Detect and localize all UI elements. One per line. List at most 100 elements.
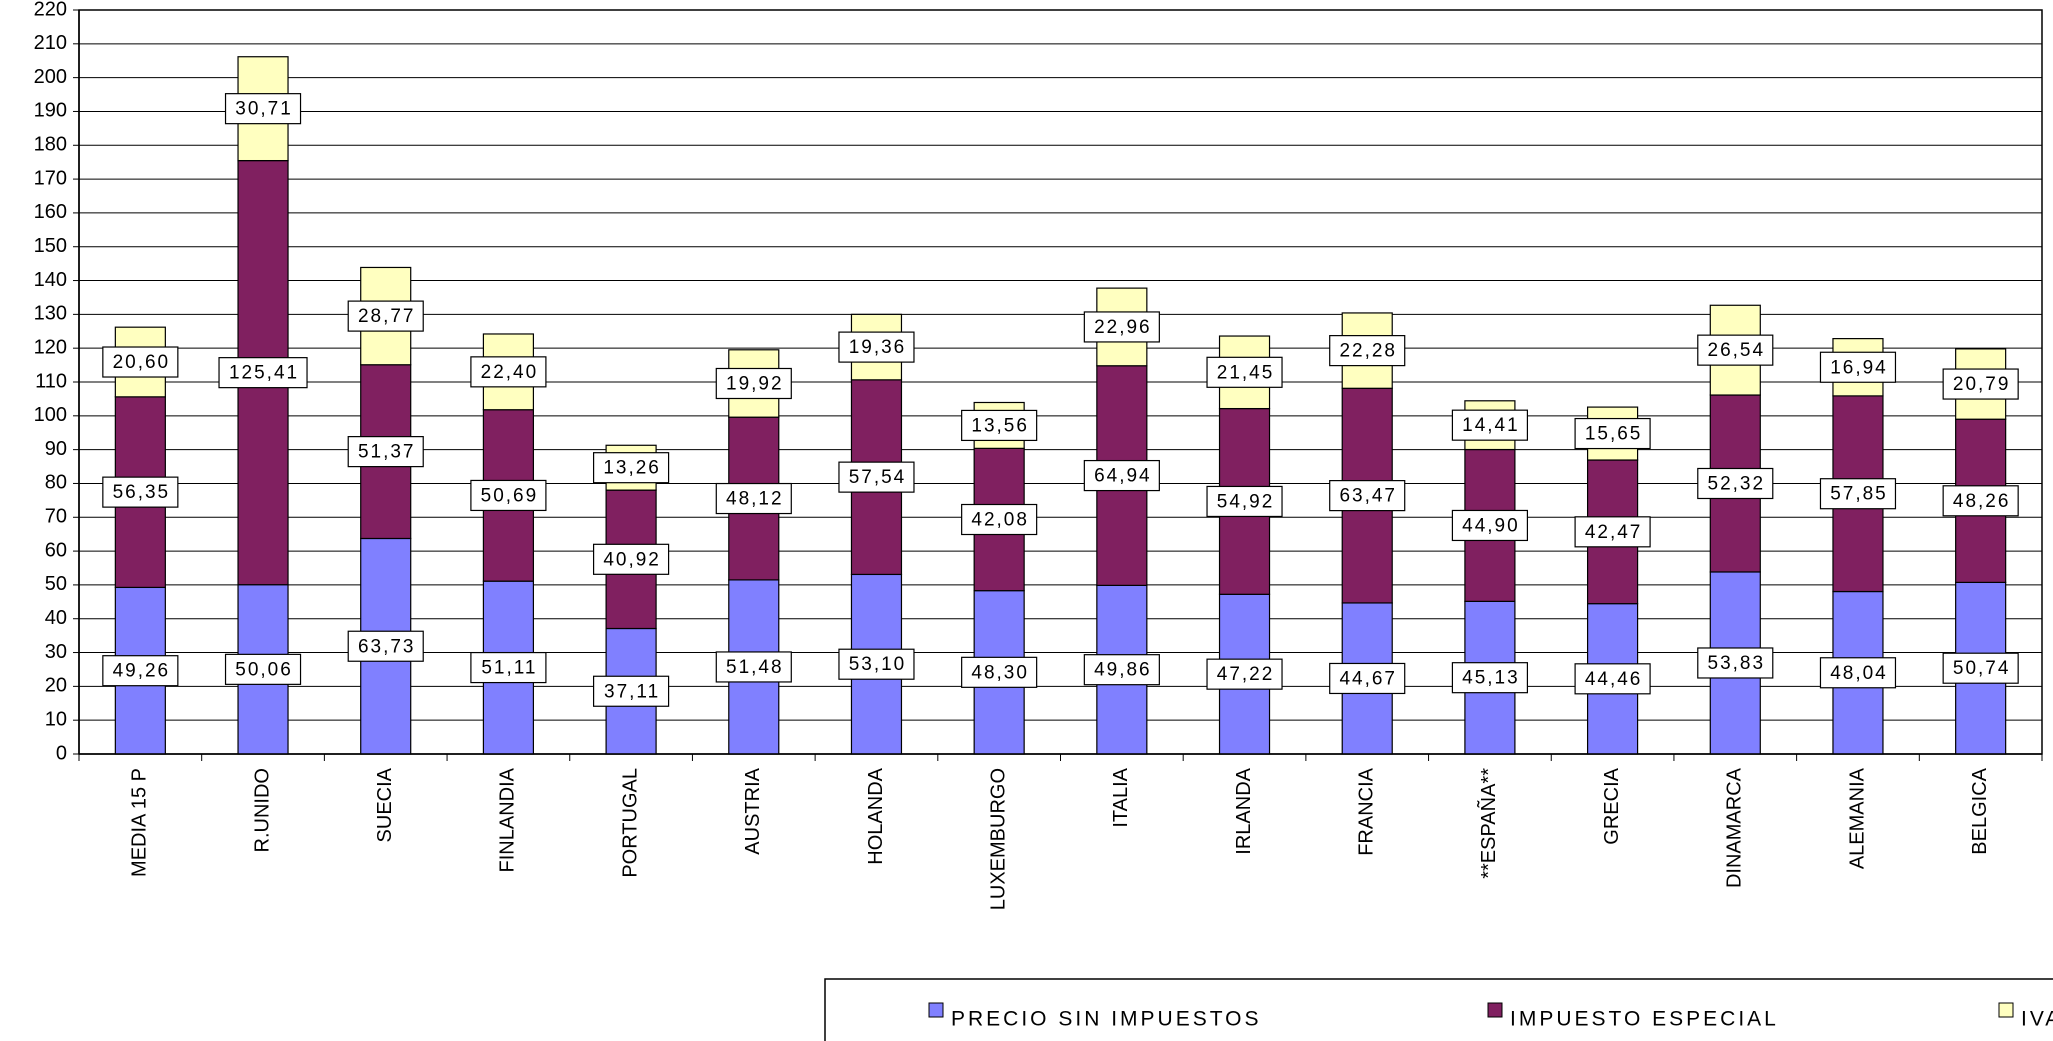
legend-swatch (1998, 1002, 2014, 1018)
value-label-box (1083, 459, 1160, 492)
value-label-box (347, 436, 424, 468)
y-tick-label: 20 (45, 675, 67, 697)
x-tick-label: MEDIA 15 P (129, 768, 151, 877)
value-label-box (218, 357, 308, 389)
x-tick-label: AUSTRIA (742, 767, 764, 854)
y-tick-label: 190 (34, 100, 67, 122)
value-label: 48,12 (726, 489, 784, 510)
y-tick-label: 0 (56, 742, 67, 764)
value-label-box (592, 452, 670, 484)
value-label-box (961, 503, 1038, 536)
value-label-box (1942, 485, 2019, 517)
value-label-box (838, 648, 915, 680)
value-label: 30,71 (235, 99, 293, 120)
y-tick-label: 150 (34, 235, 67, 257)
x-tick-label: GRECIA (1601, 767, 1623, 844)
value-label: 20,60 (113, 352, 171, 373)
y-tick-label: 50 (45, 573, 67, 595)
value-label-box (1697, 647, 1774, 679)
value-label-box (1083, 311, 1160, 343)
value-label-box (961, 656, 1038, 688)
value-label: 125,41 (229, 363, 299, 384)
value-label: 22,40 (481, 362, 539, 383)
y-tick-label: 70 (45, 506, 67, 528)
value-label: 15,65 (1585, 424, 1643, 445)
value-label-box (961, 409, 1038, 442)
value-label-box (102, 346, 179, 378)
value-label: 51,48 (726, 657, 784, 678)
value-label-box (470, 479, 547, 512)
y-tick-label: 120 (34, 336, 67, 358)
x-tick-label: HOLANDA (865, 767, 887, 864)
value-label-box (1329, 335, 1406, 367)
y-tick-label: 200 (34, 66, 67, 88)
value-label-box (1206, 485, 1283, 518)
value-label: 49,26 (113, 661, 171, 682)
value-label: 45,13 (1462, 668, 1520, 689)
value-label-box (1329, 662, 1406, 695)
y-tick-label: 30 (45, 641, 67, 663)
value-label-box (224, 653, 302, 685)
value-label-box (1697, 467, 1774, 500)
value-label: 63,73 (358, 636, 416, 657)
y-tick-label: 100 (34, 404, 67, 426)
value-label: 37,11 (604, 681, 660, 702)
value-label-box (1697, 334, 1774, 366)
value-label: 47,22 (1217, 664, 1275, 685)
value-label-box (347, 300, 424, 332)
value-label: 42,47 (1585, 522, 1643, 543)
x-tick-label: ALEMANIA (1846, 767, 1868, 869)
value-label-box (1819, 657, 1897, 689)
value-label: 21,45 (1217, 362, 1275, 383)
value-label-box (102, 655, 179, 687)
value-label-box (1574, 516, 1651, 548)
value-label: 52,32 (1708, 474, 1766, 495)
value-label: 44,46 (1585, 669, 1643, 690)
value-label-box (102, 476, 179, 508)
value-label-box (1942, 368, 2019, 400)
y-tick-label: 160 (34, 201, 67, 223)
x-tick-label: SUECIA (374, 767, 396, 842)
x-tick-label: LUXEMBURGO (987, 768, 1009, 910)
y-tick-label: 40 (45, 607, 67, 629)
value-label-box (1451, 509, 1529, 542)
legend-swatch (928, 1002, 944, 1018)
value-label: 53,10 (849, 654, 907, 675)
y-tick-label: 130 (34, 303, 67, 325)
value-label-box (1574, 417, 1651, 450)
value-label: 64,94 (1094, 466, 1152, 487)
value-label: 22,96 (1094, 317, 1152, 338)
value-label-box (592, 543, 670, 575)
legend-box (824, 978, 2053, 1041)
value-label-box (347, 630, 424, 662)
x-tick-label: R.UNIDO (251, 768, 273, 852)
value-label: 28,77 (358, 306, 416, 327)
value-label: 44,90 (1462, 515, 1520, 536)
value-label-box (1329, 480, 1406, 512)
value-label: 40,92 (603, 549, 661, 570)
value-label-box (592, 675, 670, 707)
x-tick-label: IRLANDA (1233, 767, 1255, 854)
value-label: 19,36 (849, 337, 907, 358)
value-label: 54,92 (1217, 491, 1275, 512)
y-tick-label: 210 (34, 32, 67, 54)
y-tick-label: 170 (34, 167, 67, 189)
value-label: 50,06 (235, 659, 293, 680)
legend-label: IMPUESTO ESPECIAL (1510, 1008, 1779, 1031)
y-tick-label: 90 (45, 438, 67, 460)
legend-swatch (1487, 1002, 1503, 1018)
value-label: 22,28 (1339, 341, 1397, 362)
value-label: 49,86 (1094, 660, 1152, 681)
value-label-box (224, 93, 302, 125)
y-tick-label: 80 (45, 472, 67, 494)
y-tick-label: 220 (34, 0, 67, 20)
value-label: 20,79 (1953, 374, 2011, 395)
value-label: 19,92 (726, 374, 784, 395)
value-label-box (838, 331, 915, 363)
y-tick-label: 10 (45, 708, 67, 730)
value-label: 56,35 (113, 482, 171, 503)
value-label-box (838, 461, 915, 493)
value-label-box (715, 367, 792, 400)
y-tick-label: 180 (34, 134, 67, 156)
value-label-box (1206, 356, 1283, 388)
